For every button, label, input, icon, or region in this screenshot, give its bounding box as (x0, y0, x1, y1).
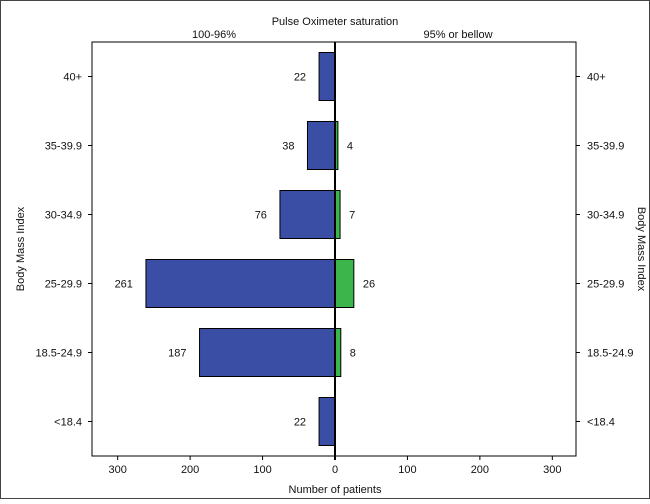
category-label-right: <18.4 (587, 417, 615, 429)
x-axis-label: Number of patients (289, 484, 382, 496)
data-label: 7 (349, 210, 355, 222)
category-label-right: 18.5-24.9 (587, 348, 633, 360)
x-tick-label: 200 (471, 464, 489, 476)
chart-title: Pulse Oximeter saturation (272, 16, 399, 28)
bar-left (199, 328, 336, 377)
category-label-left: 35-39.9 (45, 141, 82, 153)
x-tick-label: 0 (332, 464, 338, 476)
data-label: 8 (350, 348, 356, 360)
data-label: 26 (363, 279, 375, 291)
category-label-right: 30-34.9 (587, 210, 624, 222)
category-label-left: 30-34.9 (45, 210, 82, 222)
data-label: 22 (294, 72, 306, 84)
data-label: 187 (168, 348, 186, 360)
bar-left (318, 397, 336, 446)
category-label-right: 35-39.9 (587, 141, 624, 153)
category-label-left: 40+ (63, 72, 82, 84)
x-tick-label: 300 (543, 464, 561, 476)
bar-left (306, 121, 336, 170)
category-label-right: 40+ (587, 72, 606, 84)
right-group-label: 95% or bellow (423, 29, 492, 41)
bar-left (145, 259, 336, 308)
category-label-left: 25-29.9 (45, 279, 82, 291)
category-label-left: <18.4 (54, 417, 82, 429)
y-axis-label-right: Body Mass Index (635, 207, 647, 292)
y-axis-label-left: Body Mass Index (15, 206, 27, 291)
x-tick-label: 200 (181, 464, 199, 476)
bar-left (318, 52, 336, 101)
bars-layer: 22 38 4 76 7 261 26 187 8 22 (115, 52, 375, 446)
x-tick-label: 100 (398, 464, 416, 476)
bar-right (334, 259, 355, 308)
category-label-right: 25-29.9 (587, 279, 624, 291)
x-tick-label: 300 (109, 464, 127, 476)
ticks-layer: 40+ 40+ 35-39.9 35-39.9 30-34.9 30-34.9 25-29.… (36, 72, 634, 477)
data-label: 261 (115, 279, 133, 291)
data-label: 4 (347, 141, 353, 153)
data-label: 22 (294, 417, 306, 429)
left-group-label: 100-96% (192, 29, 236, 41)
x-tick-label: 100 (253, 464, 271, 476)
data-label: 38 (282, 141, 294, 153)
category-label-left: 18.5-24.9 (36, 348, 82, 360)
bar-left (279, 190, 336, 239)
data-label: 76 (255, 210, 267, 222)
